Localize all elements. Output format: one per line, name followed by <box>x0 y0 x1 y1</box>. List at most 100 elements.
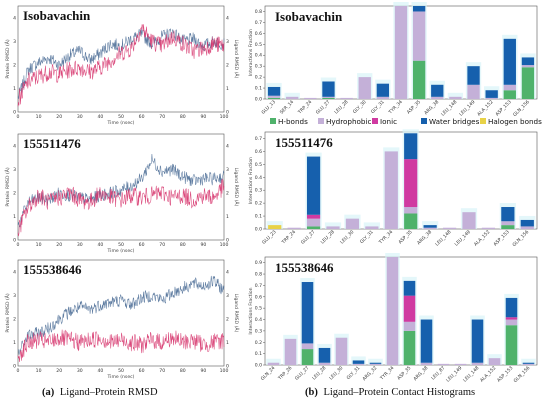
title-backdrop <box>20 136 104 152</box>
y-axis-label: Protein RMSD (Å) <box>4 293 11 333</box>
y-tick-label: 0.0 <box>255 363 262 369</box>
bar-segment-hydrophobic <box>488 358 501 365</box>
legend-swatch-water <box>421 118 427 124</box>
y-tick-label: 0.3 <box>255 64 262 70</box>
x-tick-label: 60 <box>139 242 145 248</box>
y-right-tick-label: 3 <box>226 293 229 299</box>
y-tick-label: 0.9 <box>255 260 262 266</box>
y-tick-label: 0.2 <box>255 201 262 207</box>
y-tick-label: 0.8 <box>255 272 262 278</box>
y-tick-label: 3 <box>13 39 16 45</box>
y-tick-label: 0.6 <box>255 294 262 300</box>
rmsd-series-ligand <box>17 329 225 363</box>
y-tick-label: 0.5 <box>255 306 262 312</box>
bar-segment-water <box>423 225 437 228</box>
bar-segment-hydrophobic <box>503 84 516 91</box>
bar-highlight <box>422 221 439 229</box>
rmsd-series-protein <box>17 154 225 228</box>
x-tick-label: GLU_27 <box>294 365 311 382</box>
rmsd-series-ligand <box>17 178 225 237</box>
bar-segment-hydrophobic <box>431 96 444 99</box>
x-tick-label: TYR_34 <box>378 365 395 382</box>
bar-segment-hydrophobic <box>394 6 408 99</box>
bar-segment-ionic <box>404 159 418 208</box>
x-tick-label: 20 <box>56 368 62 374</box>
y-right-tick-label: 1 <box>226 86 229 92</box>
panel-title: 155538646 <box>23 262 82 277</box>
x-tick-label: LEU_149 <box>454 229 472 247</box>
y-tick-label: 0.1 <box>255 214 262 220</box>
y-right-tick-label: 2 <box>226 62 229 68</box>
legend-label-hydrophobic: Hydrophobic <box>326 117 371 126</box>
x-tick-label: LEU_148 <box>462 365 480 383</box>
bar-highlight <box>266 358 281 365</box>
caption-b-label: (b) <box>305 387 318 398</box>
x-tick-label: GLY_31 <box>370 99 386 115</box>
bar-segment-water <box>412 6 426 12</box>
x-tick-label: LEU_28 <box>311 365 327 381</box>
x-tick-label: ARG_38 <box>416 229 433 246</box>
x-tick-label: ASP_35 <box>396 365 412 381</box>
bar-segment-hydrophobic <box>358 77 371 99</box>
bar-segment-hydrophobic <box>267 362 280 365</box>
bar-segment-hydrophobic <box>284 338 297 365</box>
y-tick-label: 2 <box>13 190 16 196</box>
bar-segment-hydrophobic <box>423 227 437 229</box>
bar-segment-ionic <box>505 317 518 320</box>
legend-item-ionic: Ionic <box>372 117 397 126</box>
bar-segment-water <box>521 57 535 66</box>
panel-title: Isobavachin <box>23 8 91 23</box>
y-tick-label: 2 <box>13 62 16 68</box>
bar-segment-hydrophobic <box>267 95 281 98</box>
y-axis-right-label: Ligand RMSD (Å) <box>233 168 240 207</box>
y-tick-label: 0.0 <box>255 97 262 103</box>
bar-segment-water <box>352 360 365 364</box>
x-tick-label: TYR_34 <box>387 99 404 116</box>
bar-segment-hydrophobic <box>522 363 535 365</box>
x-axis-label: Time (nsec) <box>107 120 135 126</box>
bar-segment-hydrophobic <box>386 257 399 365</box>
bar-segment-hbonds <box>521 67 535 99</box>
x-tick-label: 90 <box>200 114 206 120</box>
title-backdrop <box>267 134 359 150</box>
panel-title: 155511476 <box>23 136 81 151</box>
y-axis-label: Interactions Fraction <box>248 29 254 76</box>
bar-segment-water <box>404 133 418 160</box>
y-tick-label: 0.4 <box>255 53 262 59</box>
x-tick-label: GLU_27 <box>315 99 332 116</box>
y-tick-label: 0.7 <box>255 136 262 142</box>
x-tick-label: LEU_148 <box>434 229 452 247</box>
x-tick-label: 80 <box>180 368 186 374</box>
y-tick-label: 0.5 <box>255 162 262 168</box>
panel-title: 155538646 <box>275 260 334 275</box>
x-tick-label: LEU_149 <box>445 365 463 383</box>
y-tick-label: 0.0 <box>255 227 262 233</box>
x-tick-label: 10 <box>36 114 42 120</box>
y-axis-label: Interactions Fraction <box>248 287 254 334</box>
bar-segment-hydrophobic <box>442 227 457 229</box>
bar-segment-hydrophobic <box>369 363 382 365</box>
y-tick-label: 0 <box>13 364 16 370</box>
x-tick-label: GLU_13 <box>260 99 277 116</box>
title-backdrop <box>20 8 104 24</box>
y-tick-label: 0.3 <box>255 328 262 334</box>
x-tick-label: LEU_30 <box>328 365 344 381</box>
bar-highlight <box>284 92 300 99</box>
y-tick-label: 0 <box>13 238 16 244</box>
caption-b: (b) Ligand–Protein Contact Histograms <box>305 387 475 398</box>
y-tick-label: 0.6 <box>255 31 262 37</box>
x-tick-label: 10 <box>36 368 42 374</box>
bar-segment-hydrophobic <box>505 319 518 326</box>
x-tick-label: GLY_31 <box>346 365 362 381</box>
legend-item-halogen: Halogen bonds <box>480 117 542 126</box>
x-tick-label: ALA_152 <box>476 99 494 117</box>
bar-segment-hbonds <box>267 97 281 99</box>
y-axis-label: Interactions Fraction <box>248 157 254 204</box>
bar-segment-hydrophobic <box>481 227 496 229</box>
y-right-tick-label: 4 <box>226 15 229 21</box>
legend-item-hbonds: H-bonds <box>270 117 308 126</box>
bar-segment-hydrophobic <box>403 321 416 331</box>
x-tick-label: GLN_156 <box>511 229 530 248</box>
x-tick-label: GLN_156 <box>513 365 532 384</box>
